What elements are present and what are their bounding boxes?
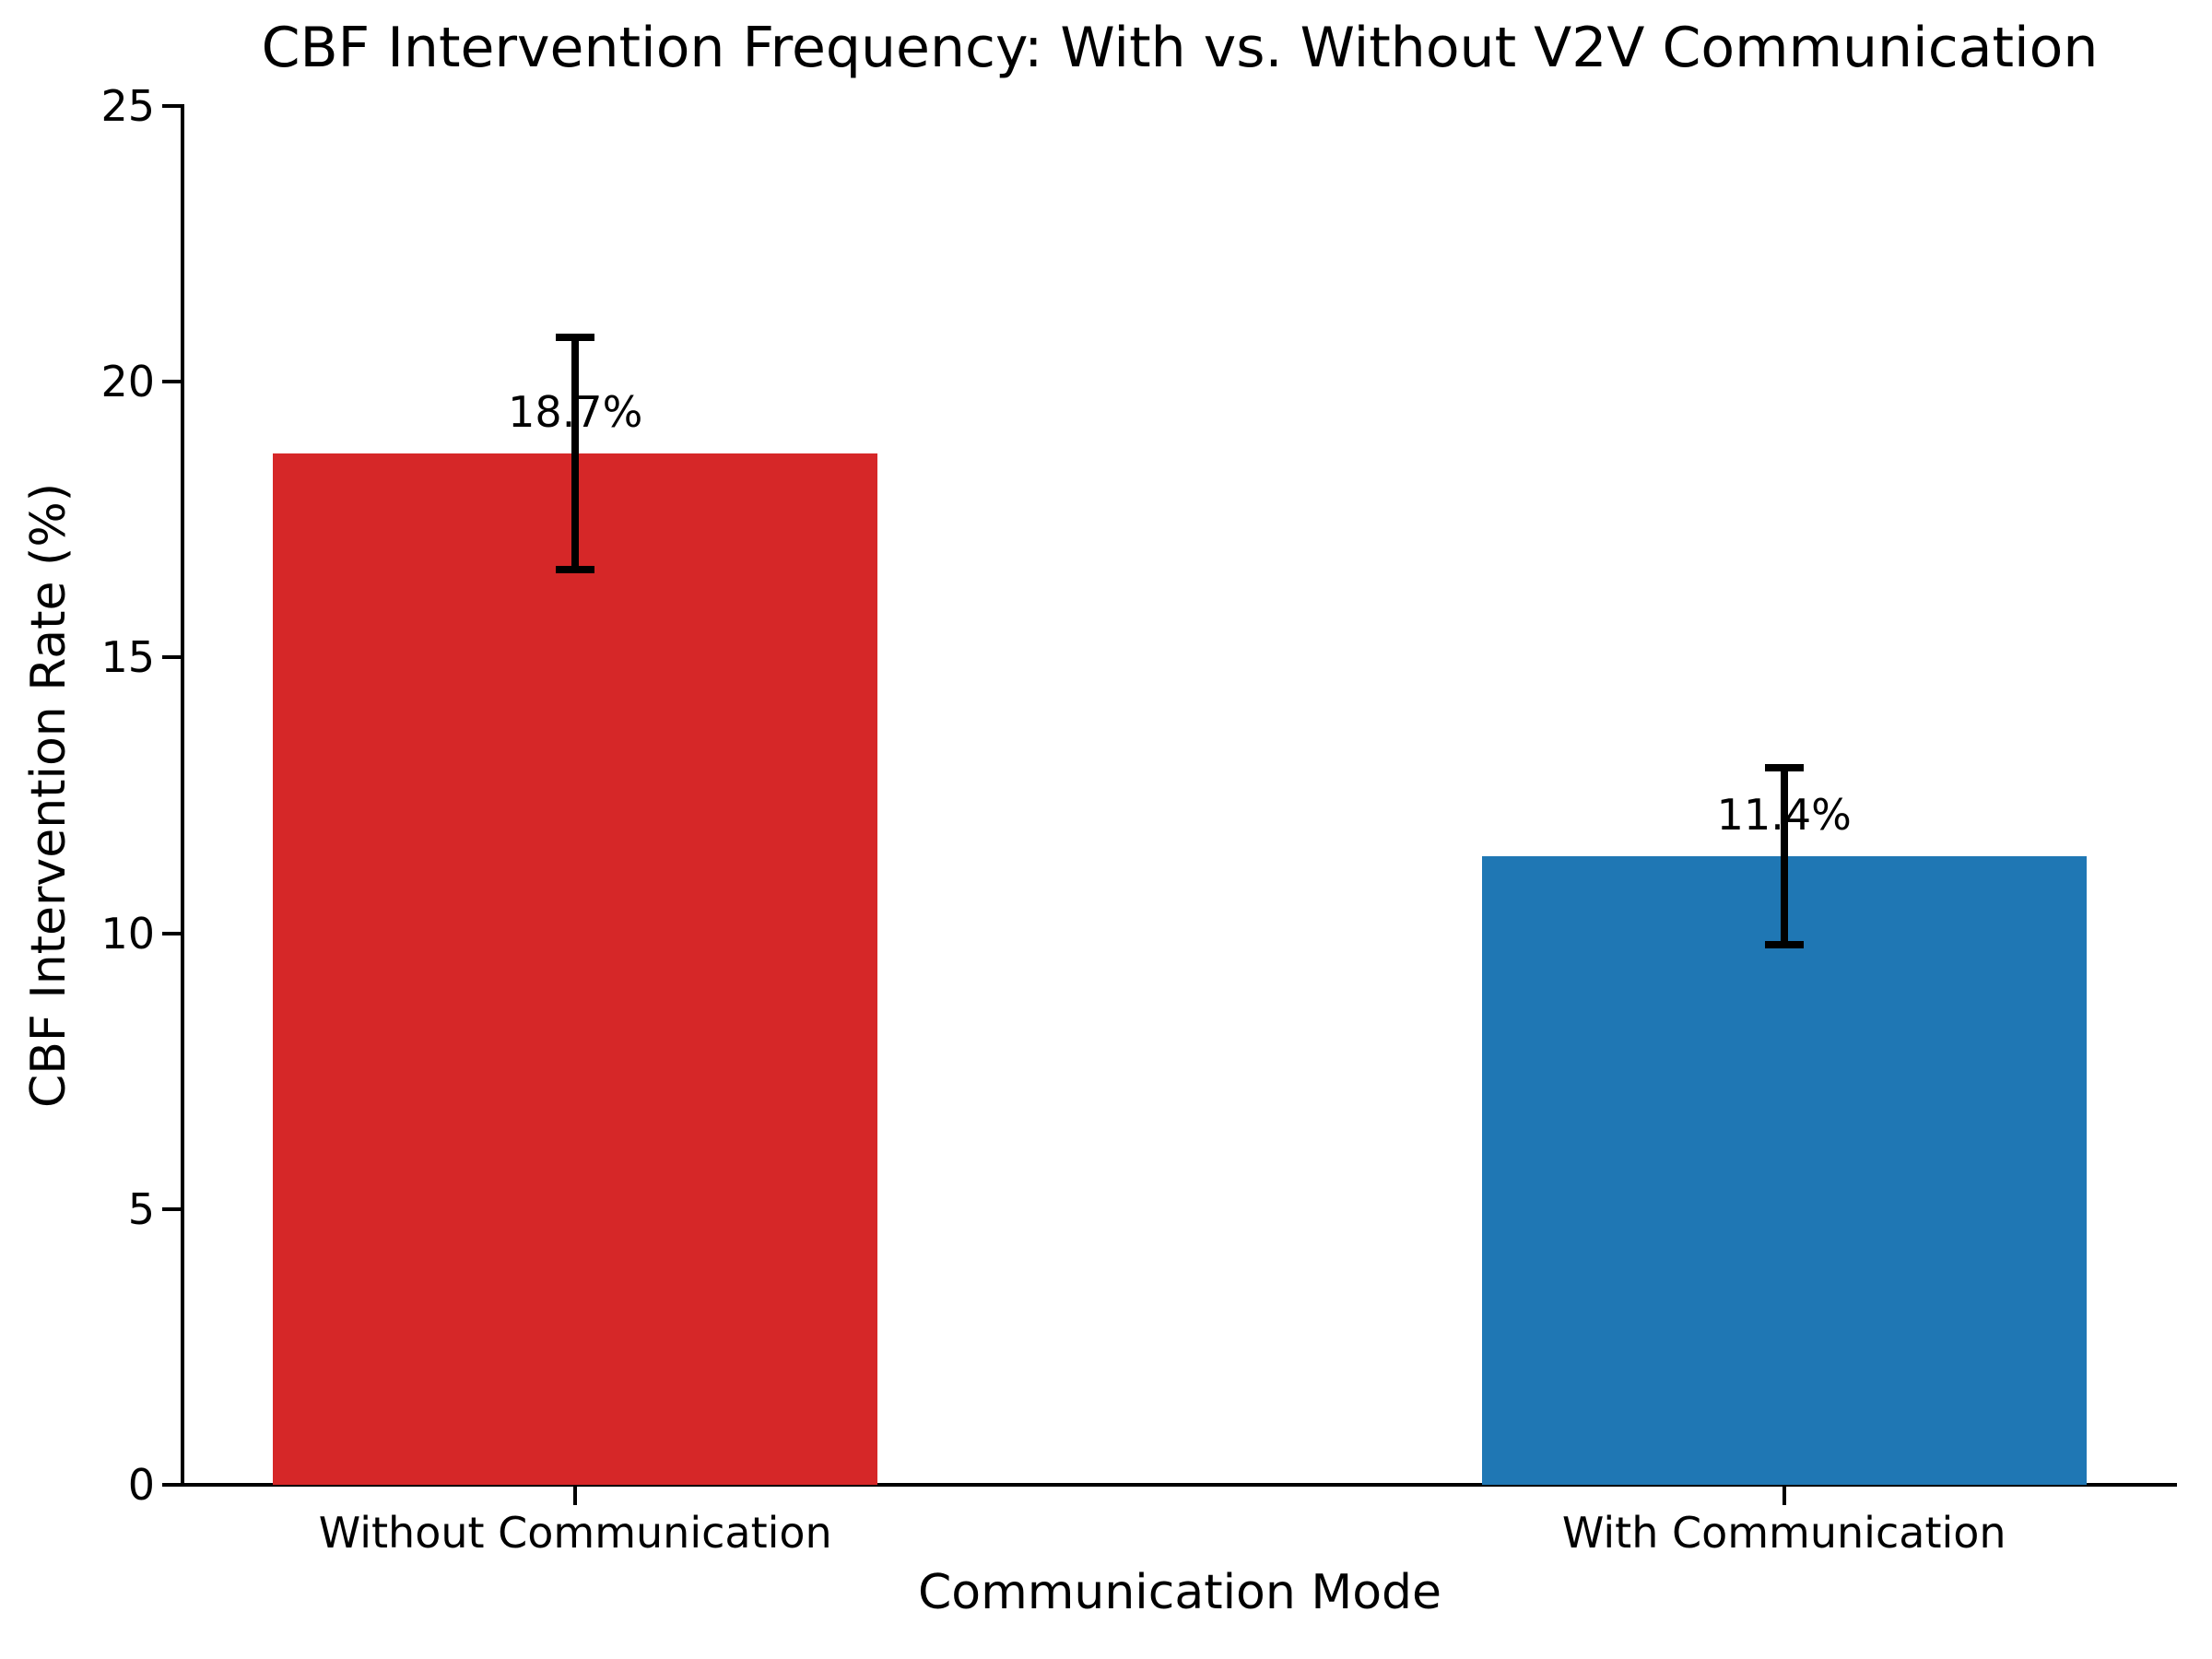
y-tick-mark (162, 1483, 181, 1487)
y-tick-label: 10 (100, 908, 155, 959)
chart-title: CBF Intervention Frequency: With vs. Wit… (261, 16, 2099, 80)
x-tick-label-with-communication: With Communication (1561, 1508, 2006, 1558)
y-axis-spine (181, 104, 184, 1487)
x-tick-label-without-communication: Without Communication (318, 1508, 832, 1558)
value-label-without-communication: 18.7% (508, 387, 643, 438)
y-tick-mark (162, 655, 181, 660)
y-tick-label: 25 (100, 81, 155, 131)
x-axis-label: Communication Mode (917, 1565, 1442, 1620)
y-tick-mark (162, 931, 181, 935)
value-label-with-communication: 11.4% (1716, 789, 1852, 840)
x-tick-mark (573, 1487, 578, 1505)
y-tick-mark (162, 104, 181, 108)
x-tick-mark (1782, 1487, 1786, 1505)
y-tick-label: 5 (127, 1183, 155, 1234)
y-tick-label: 15 (100, 632, 155, 683)
bar-with-communication (1481, 855, 2087, 1485)
x-axis-spine (181, 1483, 2177, 1487)
error-bar-without-communication (571, 337, 580, 570)
error-cap-top-without-communication (556, 334, 595, 342)
y-tick-label: 0 (127, 1460, 155, 1510)
error-cap-bottom-with-communication (1764, 940, 1804, 948)
error-cap-top-with-communication (1764, 764, 1804, 772)
y-tick-mark (162, 380, 181, 384)
y-tick-label: 20 (100, 357, 155, 407)
error-bar-with-communication (1780, 768, 1788, 945)
bar-without-communication (273, 453, 878, 1485)
y-tick-mark (162, 1206, 181, 1211)
error-cap-bottom-without-communication (556, 565, 595, 573)
